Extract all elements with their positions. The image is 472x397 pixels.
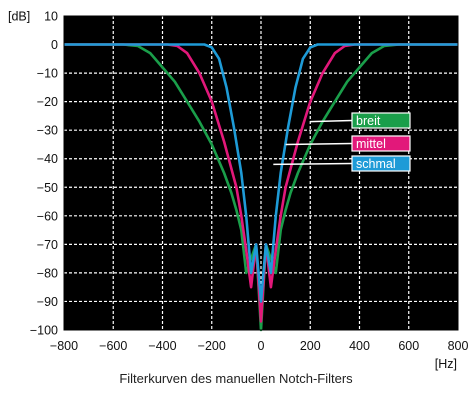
legend-box-mittel bbox=[351, 135, 411, 152]
legend-label-mittel: mittel bbox=[356, 137, 386, 151]
y-tick-label: 0 bbox=[51, 38, 58, 52]
y-tick-label: −30 bbox=[37, 124, 58, 138]
x-tick-label: −200 bbox=[198, 339, 226, 353]
y-tick-label: −20 bbox=[37, 95, 58, 109]
legend-leader-mittel bbox=[285, 142, 353, 146]
x-tick-label: 200 bbox=[300, 339, 321, 353]
series-line-mittel bbox=[64, 43, 458, 323]
x-tick-label: 0 bbox=[258, 339, 265, 353]
x-tick-label: 600 bbox=[398, 339, 419, 353]
chart-caption: Filterkurven des manuellen Notch-Filters bbox=[119, 371, 353, 386]
legend-leader-breit bbox=[310, 119, 353, 123]
y-tick-label: −10 bbox=[37, 67, 58, 81]
y-tick-label: −40 bbox=[37, 152, 58, 166]
y-tick-label: −100 bbox=[30, 324, 58, 338]
plot-border bbox=[63, 15, 459, 331]
x-axis-label: [Hz] bbox=[435, 357, 457, 371]
legend-box-schmal bbox=[351, 155, 411, 172]
legend-box-breit bbox=[351, 112, 411, 129]
x-tick-label: 800 bbox=[448, 339, 469, 353]
y-tick-label: −80 bbox=[37, 266, 58, 280]
series-line-schmal bbox=[64, 43, 458, 303]
y-axis-label: [dB] bbox=[8, 10, 30, 24]
y-tick-label: 10 bbox=[44, 10, 58, 24]
x-tick-label: −600 bbox=[99, 339, 127, 353]
y-tick-label: −90 bbox=[37, 295, 58, 309]
y-tick-label: −50 bbox=[37, 181, 58, 195]
x-tick-label: −800 bbox=[50, 339, 78, 353]
y-tick-label: −60 bbox=[37, 209, 58, 223]
x-tick-label: 400 bbox=[349, 339, 370, 353]
legend-label-schmal: schmal bbox=[356, 157, 396, 171]
y-tick-label: −70 bbox=[37, 238, 58, 252]
x-tick-label: −400 bbox=[148, 339, 176, 353]
legend-label-breit: breit bbox=[356, 114, 381, 128]
legend-leader-schmal bbox=[273, 162, 353, 166]
